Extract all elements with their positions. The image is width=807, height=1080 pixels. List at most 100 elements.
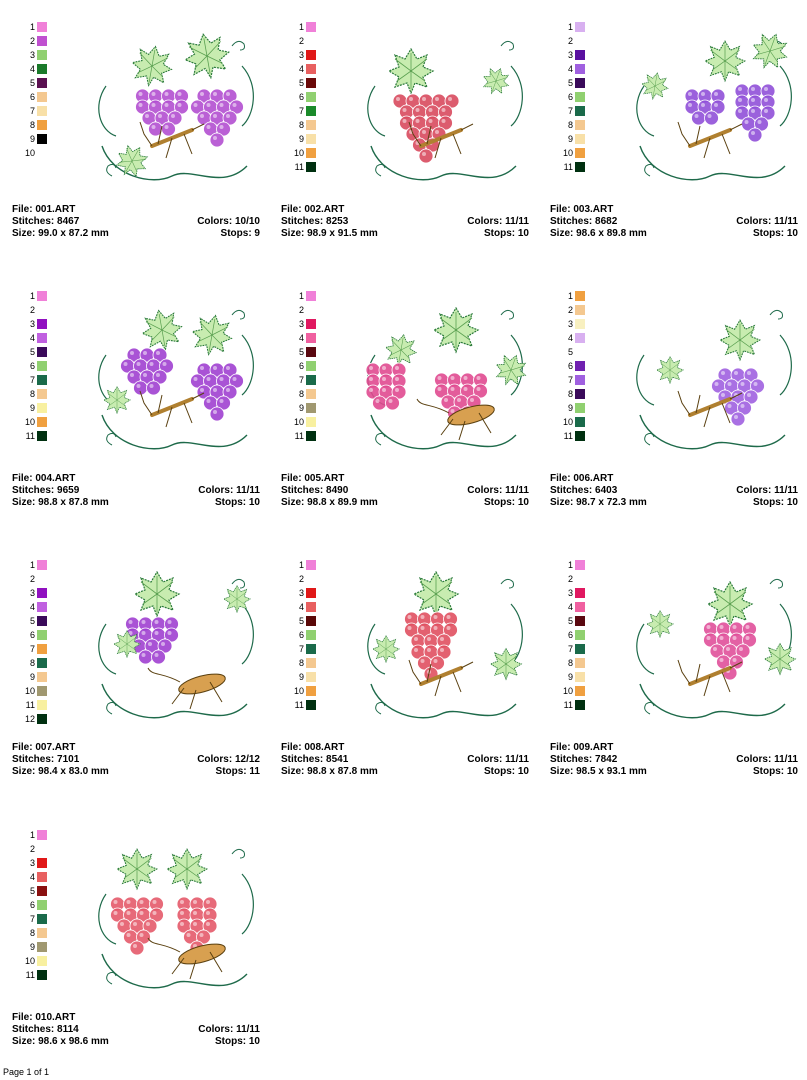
swatch-number: 11 — [25, 970, 35, 980]
swatch-number: 4 — [298, 602, 304, 612]
color-swatch-row: 8 — [550, 656, 590, 670]
color-swatch-row: 7 — [550, 642, 590, 656]
swatch-number: 8 — [298, 389, 304, 399]
stitch-count: Stitches: 7842 — [550, 754, 618, 765]
color-swatch — [37, 22, 47, 32]
color-swatch-row: 2 — [12, 34, 52, 48]
swatch-number: 6 — [567, 92, 573, 102]
leaf-icon — [641, 72, 669, 100]
color-swatch — [37, 686, 47, 696]
color-swatch — [575, 417, 585, 427]
swatch-number: 1 — [29, 22, 35, 32]
grape-cluster-icon — [190, 362, 244, 422]
color-swatch — [575, 92, 585, 102]
swatch-number: 11 — [563, 162, 573, 172]
grape-cluster-icon — [190, 88, 244, 148]
cricket-icon — [147, 937, 226, 980]
stop-count: Stops: 10 — [214, 497, 260, 508]
color-swatch — [306, 644, 316, 654]
color-swatch — [306, 588, 316, 598]
swatch-number: 11 — [25, 700, 35, 710]
color-swatch-row: 4 — [12, 62, 52, 76]
swatch-number: 5 — [298, 78, 304, 88]
swatch-number: 10 — [293, 686, 304, 696]
swatch-number: 5 — [29, 347, 35, 357]
mantis-icon — [408, 659, 474, 697]
color-swatch-row: 11 — [281, 698, 321, 712]
color-swatch-row: 8 — [281, 118, 321, 132]
swatch-number: 9 — [29, 403, 35, 413]
color-swatch — [37, 291, 47, 301]
color-swatch — [37, 389, 47, 399]
color-swatch-row: 8 — [550, 118, 590, 132]
design-card: 1 2 3 4 5 6 7 8 9 10 11 File: 010.ART Stitches: 81… — [12, 828, 268, 1068]
stop-count: Stops: 10 — [483, 497, 529, 508]
design-card: 1 2 3 4 5 6 7 8 9 10 11 File: 005.ART Stitches: 84… — [281, 289, 537, 529]
swatch-number: 1 — [567, 291, 573, 301]
color-swatch — [37, 900, 47, 910]
file-name: File: 010.ART — [12, 1012, 76, 1023]
color-swatch — [37, 560, 47, 570]
grape-cluster-icon — [684, 88, 726, 126]
color-swatch-row: 2 — [281, 34, 321, 48]
design-card: 1 2 3 4 5 6 7 8 9 10 11 12 File: 007.ART Stitches: … — [12, 558, 268, 798]
swatch-number: 10 — [562, 417, 573, 427]
color-swatch — [575, 319, 585, 329]
swatch-number: 8 — [298, 120, 304, 130]
design-size: Size: 98.8 x 87.8 mm — [281, 766, 378, 777]
color-swatch — [575, 333, 585, 343]
color-swatch — [575, 148, 585, 158]
color-swatch — [306, 700, 316, 710]
color-swatch — [575, 672, 585, 682]
color-swatch-row: 4 — [550, 331, 590, 345]
color-swatch-row: 9 — [281, 132, 321, 146]
swatch-number: 11 — [294, 162, 304, 172]
swatch-number: 6 — [29, 900, 35, 910]
color-swatch-row: 7 — [550, 373, 590, 387]
color-swatch — [306, 658, 316, 668]
color-swatch — [575, 64, 585, 74]
color-swatch — [37, 942, 47, 952]
color-swatch-row: 4 — [281, 600, 321, 614]
swatch-number: 2 — [29, 305, 35, 315]
swatch-number: 4 — [567, 333, 573, 343]
design-size: Size: 98.6 x 98.6 mm — [12, 1036, 109, 1047]
color-swatch — [306, 78, 316, 88]
leaf-icon — [133, 570, 181, 618]
color-swatch-row: 3 — [12, 48, 52, 62]
color-swatch — [575, 700, 585, 710]
color-count: Colors: 11/11 — [467, 485, 529, 496]
swatch-number: 4 — [567, 64, 573, 74]
design-card: 1 2 3 4 5 6 7 8 9 10 11 File: 003.ART Stitches: 86… — [550, 20, 806, 260]
leaf-icon — [141, 309, 183, 351]
color-swatch — [37, 78, 47, 88]
color-swatch-row: 7 — [281, 104, 321, 118]
embroidery-preview — [361, 26, 531, 196]
embroidery-preview — [630, 295, 800, 465]
color-swatch — [306, 134, 316, 144]
vine-tendril-icon — [98, 309, 254, 450]
file-name: File: 002.ART — [281, 204, 345, 215]
color-swatch-row: 9 — [12, 940, 52, 954]
swatch-number: 1 — [29, 830, 35, 840]
swatch-number: 10 — [562, 686, 573, 696]
color-swatch — [37, 106, 47, 116]
color-swatch-row: 5 — [12, 345, 52, 359]
swatch-number: 7 — [567, 106, 573, 116]
design-info: File: 009.ART Stitches: 7842 Colors: 11/1… — [550, 742, 798, 778]
color-swatch-row: 7 — [12, 373, 52, 387]
vine-tendril-icon — [367, 40, 523, 181]
swatch-number: 1 — [29, 291, 35, 301]
color-swatch — [306, 106, 316, 116]
color-swatch-row: 10 — [12, 146, 52, 160]
swatch-number: 2 — [29, 36, 35, 46]
swatch-number: 10 — [24, 956, 35, 966]
color-swatch — [37, 830, 47, 840]
color-swatch-row: 10 — [12, 415, 52, 429]
color-swatch-row: 1 — [550, 558, 590, 572]
color-swatch — [37, 858, 47, 868]
mantis-icon — [408, 121, 474, 159]
color-swatch — [575, 431, 585, 441]
leaf-icon — [489, 647, 523, 681]
swatch-number: 8 — [298, 658, 304, 668]
